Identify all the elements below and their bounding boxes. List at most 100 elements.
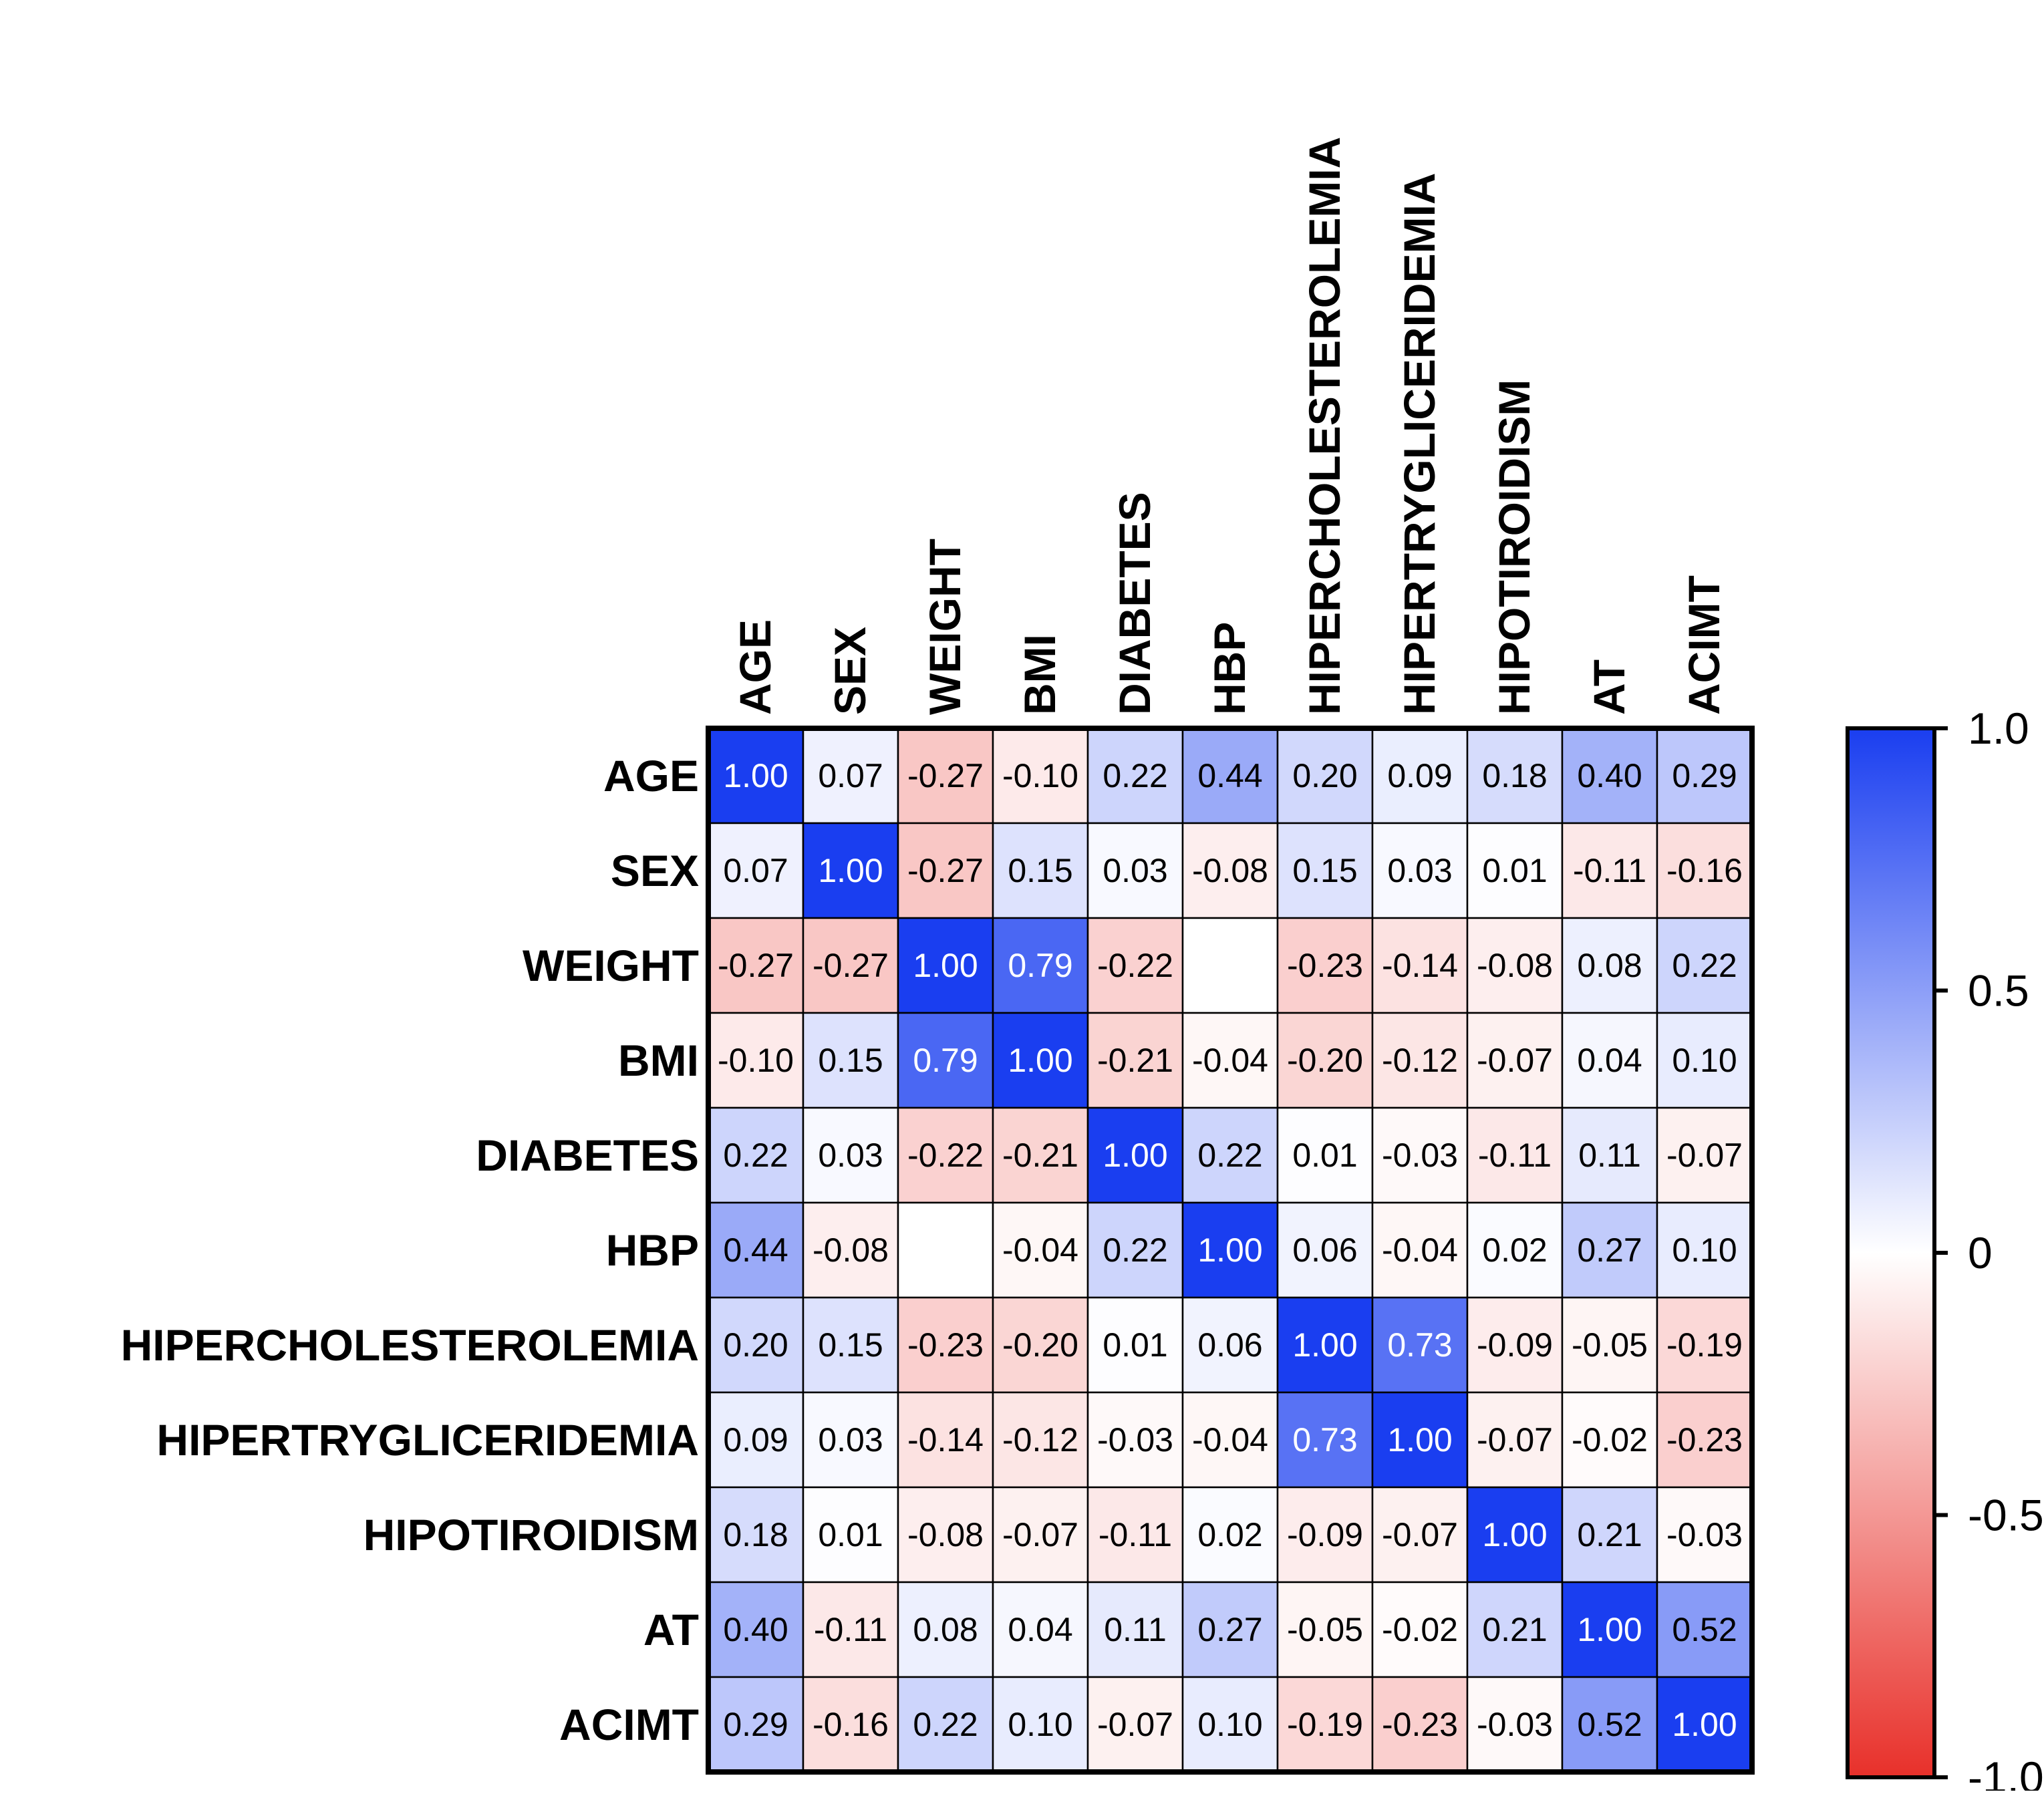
heatmap-cell-label-weight-hipotiroidism: -0.08: [1477, 947, 1553, 984]
heatmap-cell-label-age-weight: -0.27: [907, 757, 984, 794]
heatmap-cell-label-sex-bmi: 0.15: [1008, 852, 1072, 889]
heatmap-cell-label-bmi-sex: 0.15: [818, 1042, 883, 1079]
heatmap-cell-label-hipercholesterolemia-acimt: -0.19: [1666, 1326, 1743, 1364]
heatmap-cell-label-weight-hipercholesterolemia: -0.23: [1287, 947, 1363, 984]
heatmap-cell-label-hipotiroidism-hbp: 0.02: [1197, 1516, 1262, 1553]
heatmap-cell-acimt-weight: [897, 1676, 994, 1773]
heatmap-cell-sex-diabetes: [1086, 822, 1184, 919]
heatmap-cell-acimt-hipertrygliceridemia: [1371, 1676, 1469, 1773]
heatmap-cell-label-acimt-hipotiroidism: -0.03: [1477, 1706, 1553, 1743]
heatmap-cell-label-hbp-hipercholesterolemia: 0.06: [1292, 1231, 1357, 1269]
heatmap-cell-label-hipercholesterolemia-diabetes: 0.01: [1103, 1326, 1167, 1364]
heatmap-cell-label-hipertrygliceridemia-bmi: -0.12: [1002, 1421, 1078, 1459]
heatmap-cell-label-diabetes-at: 0.11: [1578, 1137, 1641, 1174]
column-label-hipercholesterolemia: HIPERCHOLESTEROLEMIA: [1300, 137, 1349, 715]
heatmap-cell-label-hipertrygliceridemia-sex: 0.03: [818, 1421, 883, 1459]
heatmap-cell-hbp-weight: [897, 1201, 994, 1299]
heatmap-cell-label-weight-at: 0.08: [1577, 947, 1642, 984]
heatmap-cell-label-at-at: 1.00: [1577, 1611, 1642, 1648]
heatmap-cell-label-hbp-hipertrygliceridemia: -0.04: [1382, 1231, 1458, 1269]
heatmap-cell-label-weight-diabetes: -0.22: [1097, 947, 1173, 984]
heatmap-cell-bmi-weight: [897, 1012, 994, 1109]
heatmap-cell-label-hipotiroidism-bmi: -0.07: [1002, 1516, 1078, 1553]
column-labels: AGE SEX WEIGHT BMI DIABETES HBP HIPERCHOLESTER…: [730, 137, 1729, 715]
heatmap-cell-sex-at: [1561, 822, 1658, 919]
heatmap-cell-at-hipertrygliceridemia: [1371, 1581, 1469, 1678]
heatmap-frame: [706, 726, 1755, 1775]
column-label-sex: SEX: [825, 627, 875, 715]
colorbar: 1.0 0.5 0 -0.5 -1.0: [1846, 704, 2044, 1794]
heatmap-cell-diabetes-sex: [802, 1106, 899, 1204]
heatmap-cell-label-bmi-hipercholesterolemia: -0.20: [1287, 1042, 1363, 1079]
heatmap-cell-at-hbp: [1181, 1581, 1279, 1678]
heatmap-cell-diabetes-hbp: [1181, 1106, 1279, 1204]
heatmap-cell-hbp-acimt: [1656, 1201, 1753, 1299]
heatmap-cell-diabetes-at: [1561, 1106, 1658, 1204]
heatmap-cell-age-hipertrygliceridemia: [1371, 727, 1469, 825]
heatmap-cell-label-at-hipercholesterolemia: -0.05: [1287, 1611, 1363, 1648]
heatmap-cell-acimt-hipotiroidism: [1466, 1676, 1564, 1773]
heatmap-cell-label-diabetes-hipertrygliceridemia: -0.03: [1382, 1137, 1458, 1174]
heatmap-cell-hipertrygliceridemia-hbp: [1181, 1391, 1279, 1489]
heatmap-cell-label-bmi-age: -0.10: [718, 1042, 794, 1079]
heatmap-cell-label-sex-hbp: -0.08: [1192, 852, 1268, 889]
heatmap-cell-hipertrygliceridemia-at: [1561, 1391, 1658, 1489]
heatmap-cell-label-acimt-hipercholesterolemia: -0.19: [1287, 1706, 1363, 1743]
heatmap-cell-diabetes-bmi: [992, 1106, 1089, 1204]
heatmap-cell-hipercholesterolemia-hbp: [1181, 1296, 1279, 1394]
heatmap-cell-label-hipercholesterolemia-sex: 0.15: [818, 1326, 883, 1364]
heatmap-cell-sex-hipotiroidism: [1466, 822, 1564, 919]
colorbar-tick-label-0: 0: [1968, 1228, 1993, 1278]
column-label-age: AGE: [730, 619, 780, 715]
heatmap-cell-label-age-hipercholesterolemia: 0.20: [1292, 757, 1357, 794]
heatmap-cell-label-hipotiroidism-hipotiroidism: 1.00: [1482, 1516, 1547, 1553]
row-label-acimt: ACIMT: [559, 1700, 699, 1749]
heatmap-cell-label-hbp-acimt: 0.10: [1672, 1231, 1737, 1269]
heatmap-cell-label-age-hbp: 0.44: [1197, 757, 1262, 794]
heatmap-cell-label-at-acimt: 0.52: [1672, 1611, 1737, 1648]
heatmap-cell-label-acimt-at: 0.52: [1577, 1706, 1642, 1743]
heatmap-cell-hipotiroidism-hipercholesterolemia: [1276, 1486, 1374, 1584]
heatmap-cell-hipercholesterolemia-hipertrygliceridemia: [1371, 1296, 1469, 1394]
heatmap-cell-label-hbp-sex: -0.08: [813, 1231, 889, 1269]
heatmap-cell-hipertrygliceridemia-hipertrygliceridemia: [1371, 1391, 1469, 1489]
heatmap-cell-diabetes-hipercholesterolemia: [1276, 1106, 1374, 1204]
heatmap-cell-hipercholesterolemia-weight: [897, 1296, 994, 1394]
heatmap-cell-acimt-diabetes: [1086, 1676, 1184, 1773]
heatmap-cell-hbp-age: [707, 1201, 805, 1299]
heatmap-cell-label-diabetes-hipercholesterolemia: 0.01: [1292, 1137, 1357, 1174]
heatmap-cell-label-hipotiroidism-weight: -0.08: [907, 1516, 984, 1553]
heatmap-cell-label-hipertrygliceridemia-hbp: -0.04: [1192, 1421, 1268, 1459]
heatmap-cell-hipercholesterolemia-sex: [802, 1296, 899, 1394]
heatmap-cell-label-acimt-diabetes: -0.07: [1097, 1706, 1173, 1743]
colorbar-tick-label-1-0: 1.0: [1968, 704, 2029, 753]
heatmap-cell-label-bmi-hipotiroidism: -0.07: [1477, 1042, 1553, 1079]
row-label-diabetes: DIABETES: [476, 1131, 699, 1180]
heatmap-cell-labels: 1.00 0.07 -0.27 -0.10 0.22 0.44 0.20 0.09 0.18 0.…: [718, 757, 1743, 1743]
colorbar-tick-label-1-0: -1.0: [1968, 1753, 2044, 1791]
heatmap-cell-label-at-hipotiroidism: 0.21: [1482, 1611, 1547, 1648]
heatmap-cell-label-hipertrygliceridemia-hipertrygliceridemia: 1.00: [1387, 1421, 1452, 1459]
colorbar-tick-label-0-5: -0.5: [1968, 1491, 2044, 1540]
heatmap-cell-label-hipotiroidism-at: 0.21: [1577, 1516, 1642, 1553]
heatmap-cell-label-hipercholesterolemia-bmi: -0.20: [1002, 1326, 1078, 1364]
colorbar-gradient: [1846, 726, 1936, 1779]
heatmap-cell-sex-hipercholesterolemia: [1276, 822, 1374, 919]
heatmap-cell-hipotiroidism-at: [1561, 1486, 1658, 1584]
heatmap-cell-bmi-bmi: [992, 1012, 1089, 1109]
heatmap-cell-at-acimt: [1656, 1581, 1753, 1678]
heatmap-cell-label-at-bmi: 0.04: [1008, 1611, 1072, 1648]
heatmap-cell-label-hipertrygliceridemia-hipotiroidism: -0.07: [1477, 1421, 1553, 1459]
heatmap-cell-hipercholesterolemia-bmi: [992, 1296, 1089, 1394]
heatmap-cell-label-acimt-acimt: 1.00: [1672, 1706, 1737, 1743]
heatmap-cell-label-bmi-weight: 0.79: [913, 1042, 978, 1079]
heatmap-cell-at-hipotiroidism: [1466, 1581, 1564, 1678]
heatmap-cell-hipercholesterolemia-hipercholesterolemia: [1276, 1296, 1374, 1394]
heatmap-cell-label-age-at: 0.40: [1577, 757, 1642, 794]
row-label-sex: SEX: [611, 846, 699, 895]
heatmap-cell-age-sex: [802, 727, 899, 825]
heatmap-cell-label-diabetes-hipotiroidism: -0.11: [1478, 1137, 1552, 1174]
heatmap-cell-hipotiroidism-hbp: [1181, 1486, 1279, 1584]
heatmap-cell-hipertrygliceridemia-diabetes: [1086, 1391, 1184, 1489]
